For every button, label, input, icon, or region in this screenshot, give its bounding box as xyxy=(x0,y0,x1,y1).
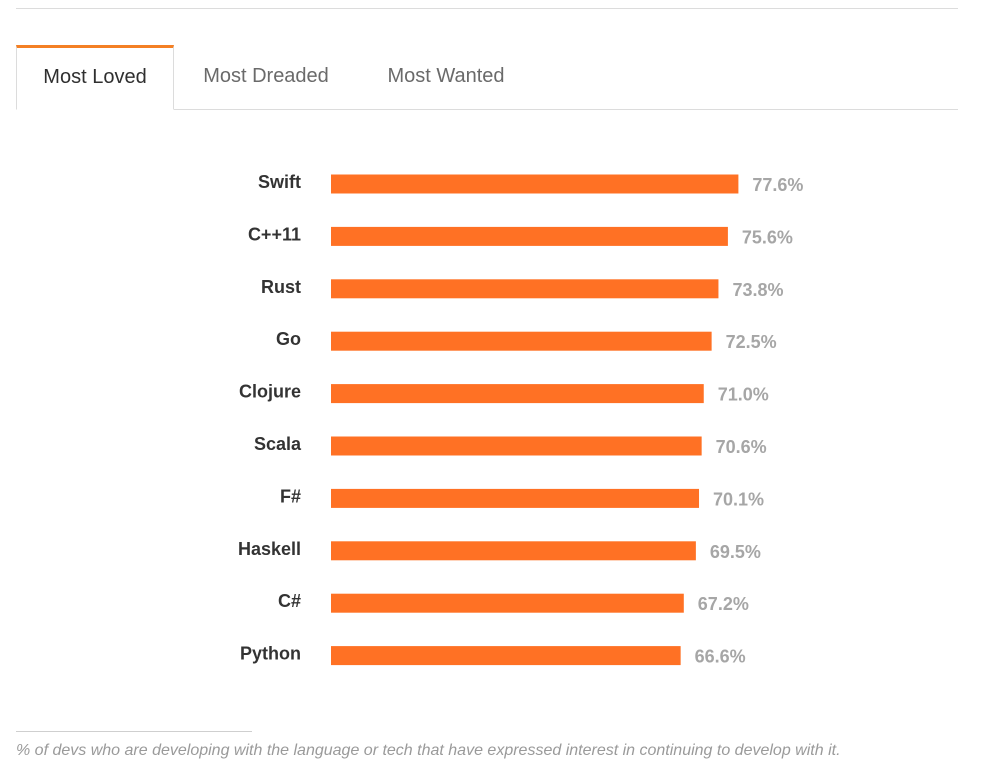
bar xyxy=(331,541,696,561)
tab-most-wanted[interactable]: Most Wanted xyxy=(387,65,505,87)
category-label: C++11 xyxy=(248,224,301,244)
bar xyxy=(331,646,681,666)
tab-most-dreaded[interactable]: Most Dreaded xyxy=(203,65,329,87)
value-label: 77.6% xyxy=(752,175,803,195)
value-label: 66.6% xyxy=(695,647,746,667)
bar xyxy=(331,593,684,613)
value-label: 70.6% xyxy=(716,437,767,457)
category-label: F# xyxy=(280,486,301,506)
top-divider xyxy=(16,8,958,9)
category-label: Swift xyxy=(258,172,301,192)
value-label: 73.8% xyxy=(732,280,783,300)
category-label: Go xyxy=(276,329,301,349)
category-label: Rust xyxy=(261,277,301,297)
bar xyxy=(331,331,712,351)
footnote-divider xyxy=(16,731,252,732)
bar xyxy=(331,279,719,299)
bar-chart: Swift 77.6% C++11 75.6% Rust 73.8% Go 72.5% Cloj… xyxy=(238,172,803,667)
value-label: 69.5% xyxy=(710,542,761,562)
category-label: C# xyxy=(278,591,301,611)
category-label: Haskell xyxy=(238,539,301,559)
category-label: Scala xyxy=(254,434,302,454)
category-label: Clojure xyxy=(239,382,301,402)
bar xyxy=(331,436,702,456)
value-label: 70.1% xyxy=(713,489,764,509)
value-label: 75.6% xyxy=(742,227,793,247)
value-label: 72.5% xyxy=(726,332,777,352)
value-label: 67.2% xyxy=(698,594,749,614)
tab-bar: Most Loved Most Dreaded Most Wanted xyxy=(16,45,958,110)
bar xyxy=(331,174,739,194)
tab-most-loved[interactable]: Most Loved xyxy=(16,45,174,110)
value-label: 71.0% xyxy=(718,385,769,405)
footnote: % of devs who are developing with the la… xyxy=(16,742,841,759)
bar xyxy=(331,384,704,404)
bar xyxy=(331,226,728,246)
bar xyxy=(331,488,700,508)
category-label: Python xyxy=(240,644,301,664)
